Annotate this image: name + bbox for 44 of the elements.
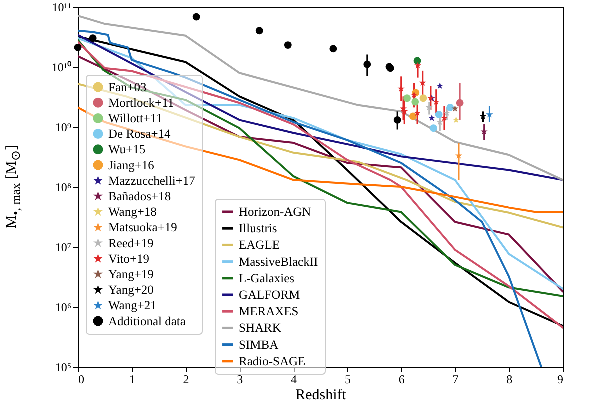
legend-label: L-Galaxies [239,271,295,286]
legend-label: Jiang+16 [108,158,154,172]
legend-label: MassiveBlackII [239,254,318,269]
legend-label: Additional data [108,314,186,328]
y-tick-label: 10⁷ [55,240,72,254]
legend-label: EAGLE [239,238,280,252]
legend-label: Wang+21 [108,298,157,313]
legend-label: Horizon-AGN [239,205,312,219]
x-tick-label: 2 [183,372,190,386]
x-tick-label: 4 [291,372,298,386]
legend-label: MERAXES [239,304,299,319]
legend-label: Fan+03 [108,80,147,94]
legend-label: Wang+18 [108,205,157,220]
legend-label: Matsuoka+19 [108,220,178,235]
legend-label: Willott+11 [108,111,162,126]
x-tick-label: 8 [506,372,513,386]
legend-label: SIMBA [239,338,279,352]
legend-label: Bañados+18 [108,189,172,204]
y-tick-label: 10⁶ [55,300,72,314]
legend-label: Wu+15 [108,142,146,157]
legend-label: Reed+19 [108,236,154,250]
x-tick-label: 5 [344,372,351,386]
legend-label: Mazzucchelli+17 [108,174,196,188]
x-tick-label: 3 [237,372,244,386]
y-tick-label: 10⁸ [55,180,72,194]
legend-label: Yang+19 [108,267,154,282]
legend-label: Yang+20 [108,283,154,298]
legend-label: Mortlock+11 [108,96,174,110]
x-axis-title: Redshift [296,388,348,400]
y-tick-label: 10⁹ [55,120,72,134]
legend-label: Illustris [239,222,278,236]
y-tick-label: 10¹¹ [52,0,72,14]
x-tick-label: 0 [78,372,84,386]
legend-label: GALFORM [239,288,300,302]
x-tick-label: 6 [398,372,405,386]
legend-label: SHARK [239,321,282,336]
x-tick-label: 9 [558,372,564,386]
legend-label: Vito+19 [108,252,150,266]
x-tick-label: 7 [452,372,459,386]
y-tick-label: 10⁵ [55,360,72,374]
x-tick-label: 1 [129,372,136,386]
legend-label: Radio-SAGE [239,354,306,368]
legend-label: De Rosa+14 [108,127,172,142]
y-tick-label: 10¹⁰ [52,60,72,74]
